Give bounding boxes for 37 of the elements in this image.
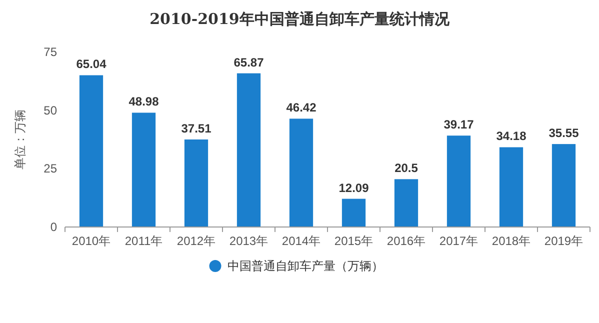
data-label: 65.04	[76, 57, 107, 72]
x-tick-label: 2017年	[439, 234, 478, 248]
data-label: 46.42	[286, 100, 317, 115]
bar	[394, 179, 418, 227]
y-axis-title: 单位：万辆	[13, 110, 27, 170]
x-tick-label: 2012年	[176, 234, 216, 248]
bar	[184, 139, 208, 227]
data-label: 39.17	[444, 118, 474, 132]
data-label: 20.5	[394, 161, 418, 176]
y-tick-label: 0	[50, 220, 58, 234]
bar	[446, 136, 471, 227]
y-tick-label: 25	[44, 162, 58, 176]
bar	[289, 118, 314, 227]
bar	[499, 147, 524, 227]
bar	[79, 75, 104, 227]
y-tick-label: 75	[44, 45, 58, 59]
y-tick-label: 50	[44, 103, 58, 118]
chart-title: 2010-2019年中国普通自卸车产量统计情况	[150, 10, 450, 28]
data-label: 65.87	[234, 55, 264, 70]
bar	[342, 198, 366, 227]
data-label: 37.51	[181, 121, 212, 136]
legend-label: 中国普通自卸车产量（万辆）	[227, 259, 384, 273]
x-tick-label: 2015年	[334, 234, 374, 248]
bar	[236, 73, 261, 227]
data-label: 12.09	[338, 180, 370, 195]
bar	[552, 144, 576, 227]
x-tick-label: 2018年	[492, 234, 531, 248]
x-tick-label: 2010年	[72, 234, 111, 248]
data-label: 34.18	[496, 129, 527, 144]
x-tick-label: 2019年	[544, 234, 584, 248]
x-tick-label: 2016年	[386, 234, 426, 248]
data-label: 35.55	[548, 126, 580, 140]
bar	[132, 112, 156, 227]
x-tick-label: 2013年	[229, 234, 268, 248]
x-tick-label: 2011年	[124, 234, 163, 248]
x-tick-label: 2014年	[282, 234, 321, 248]
data-label: 48.98	[128, 94, 160, 109]
